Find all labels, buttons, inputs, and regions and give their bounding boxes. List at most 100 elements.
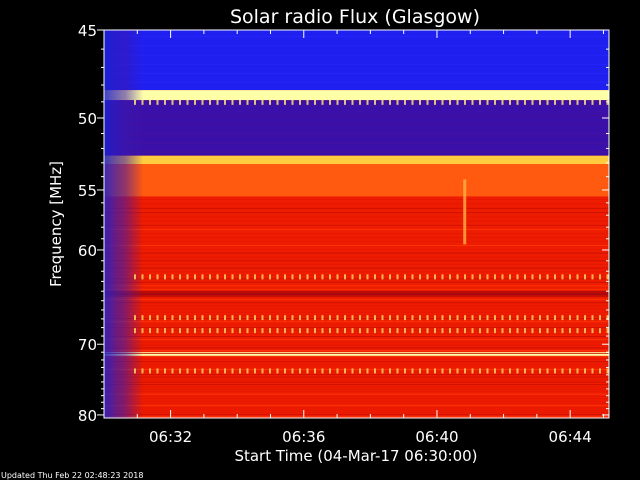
- x-axis: 06:32 06:36 06:40 06:44: [103, 30, 604, 446]
- interference-dash: [194, 274, 196, 280]
- interference-dash: [261, 99, 264, 105]
- texture-line: [104, 371, 609, 373]
- interference-dash: [359, 368, 361, 374]
- interference-dash: [389, 328, 391, 334]
- interference-dash: [224, 274, 226, 280]
- interference-dash: [246, 274, 249, 280]
- interference-spikes: [134, 99, 609, 374]
- interference-dash: [321, 274, 324, 280]
- texture-line: [104, 295, 609, 297]
- interference-dash: [426, 328, 429, 334]
- texture-line: [104, 409, 609, 411]
- interference-dash: [276, 315, 279, 321]
- interference-dash: [419, 368, 421, 374]
- interference-dash: [344, 99, 346, 105]
- interference-dash: [246, 368, 249, 374]
- interference-dash: [404, 368, 406, 374]
- texture-line: [104, 368, 609, 370]
- interference-dash: [291, 315, 294, 321]
- interference-dash: [336, 99, 339, 105]
- interference-dash: [509, 368, 511, 374]
- interference-dash: [554, 328, 556, 334]
- interference-dash: [524, 274, 526, 280]
- interference-dash: [539, 328, 541, 334]
- plot-border: [103, 29, 610, 419]
- spectrogram-texture: [104, 35, 609, 418]
- interference-dash: [164, 315, 166, 321]
- texture-line: [104, 355, 609, 357]
- interference-dash: [569, 315, 571, 321]
- interference-dash: [186, 368, 189, 374]
- interference-dash: [351, 328, 354, 334]
- interference-dash: [464, 99, 466, 105]
- interference-dash: [501, 328, 504, 334]
- texture-line: [104, 124, 609, 126]
- interference-dash: [434, 328, 436, 334]
- interference-dash: [201, 368, 204, 374]
- frequency-bands: [104, 30, 609, 418]
- interference-dash: [501, 315, 504, 321]
- interference-dash: [216, 99, 219, 105]
- interference-dash: [531, 328, 534, 334]
- interference-dash: [494, 99, 496, 105]
- interference-dash: [149, 99, 151, 105]
- texture-line: [104, 72, 609, 74]
- interference-dash: [554, 368, 556, 374]
- interference-dash: [156, 368, 159, 374]
- interference-dash: [539, 315, 541, 321]
- interference-dash: [381, 274, 384, 280]
- x-tick-label: 06:44: [549, 428, 592, 446]
- band-very-high: [104, 352, 609, 357]
- interference-dash: [599, 315, 601, 321]
- low-signal-window: [104, 30, 144, 418]
- interference-dash: [141, 315, 144, 321]
- interference-dash: [524, 315, 526, 321]
- interference-dash: [404, 99, 406, 105]
- interference-dash: [329, 99, 331, 105]
- texture-line: [104, 361, 609, 363]
- texture-line: [104, 54, 609, 56]
- texture-line: [104, 220, 609, 222]
- spectrogram-plot: [103, 29, 610, 419]
- interference-dash: [426, 315, 429, 321]
- interference-dash: [441, 99, 444, 105]
- texture-line: [104, 248, 609, 250]
- interference-dash: [434, 99, 436, 105]
- interference-dash: [179, 315, 181, 321]
- texture-line: [104, 321, 609, 323]
- texture-line: [104, 363, 609, 365]
- interference-dash: [584, 99, 586, 105]
- interference-dash: [464, 274, 466, 280]
- interference-dash: [224, 328, 226, 334]
- interference-dash: [449, 368, 451, 374]
- interference-dash: [539, 274, 541, 280]
- interference-dash: [239, 368, 241, 374]
- band-dark-band: [104, 291, 609, 297]
- x-axis-label: Start Time (04-Mar-17 06:30:00): [234, 447, 477, 465]
- interference-dash: [254, 368, 256, 374]
- interference-dash: [291, 274, 294, 280]
- interference-dash: [239, 315, 241, 321]
- interference-dash: [434, 315, 436, 321]
- interference-dash: [531, 315, 534, 321]
- texture-line: [104, 338, 609, 340]
- interference-dash: [299, 328, 301, 334]
- interference-dash: [291, 368, 294, 374]
- interference-dash: [591, 368, 594, 374]
- interference-dash: [156, 328, 159, 334]
- interference-dash: [314, 274, 316, 280]
- texture-line: [104, 413, 609, 415]
- interference-dash: [194, 328, 196, 334]
- interference-dash: [509, 274, 511, 280]
- interference-dash: [449, 99, 451, 105]
- interference-dash: [569, 328, 571, 334]
- interference-dash: [269, 99, 271, 105]
- interference-dash: [411, 328, 414, 334]
- interference-dash: [486, 328, 489, 334]
- interference-dash: [486, 99, 489, 105]
- interference-dash: [591, 328, 594, 334]
- interference-dash: [501, 99, 504, 105]
- interference-dash: [336, 274, 339, 280]
- interference-dash: [599, 99, 601, 105]
- interference-dash: [306, 99, 309, 105]
